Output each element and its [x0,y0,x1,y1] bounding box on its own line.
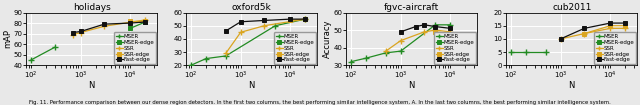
MSER [28,59,35,60]
Legend: MSER, MSER-edge, SSR, SSR-edge, Fast-edge: MSER, MSER-edge, SSR, SSR-edge, Fast-edg… [435,32,476,64]
Legend: MSER, MSER-edge, SSR, SSR-edge, Fast-edge: MSER, MSER-edge, SSR, SSR-edge, Fast-edg… [275,32,316,64]
Line: SSR-edge: SSR-edge [289,17,307,22]
Fast-edge [141,21,149,23]
Line: MSER: MSER [348,22,453,64]
SSR [621,28,629,29]
SSR [69,34,77,35]
Fast-edge [237,21,244,22]
MSER [348,61,355,62]
MSER [271,25,279,26]
MSER [188,65,195,66]
MSER [431,24,439,25]
SSR [77,32,84,33]
Line: Fast-edge: Fast-edge [399,23,452,34]
Line: SSR-edge: SSR-edge [129,19,147,23]
SSR [607,28,614,29]
Fast-edge [557,38,564,39]
Line: MSER: MSER [508,49,548,55]
SSR [420,31,428,32]
SSR [431,30,439,31]
SSR [382,51,390,52]
SSR-edge [287,20,294,21]
SSR-edge [580,33,588,34]
MSER [397,51,404,52]
SSR [557,38,564,39]
SSR-edge [447,33,454,34]
SSR-edge [621,25,629,26]
X-axis label: N: N [408,81,415,90]
Fast-edge [260,20,268,21]
Line: Fast-edge: Fast-edge [559,21,627,41]
Line: SSR-edge: SSR-edge [434,30,452,35]
MSER [362,58,370,59]
Line: Fast-edge: Fast-edge [224,17,307,33]
Fast-edge [607,22,614,24]
SSR [397,40,404,41]
Line: MSER-edge: MSER-edge [129,20,147,30]
Fast-edge [447,28,454,29]
X-axis label: N: N [88,81,95,90]
Fast-edge [69,32,77,33]
Fast-edge [100,24,108,25]
Legend: MSER, MSER-edge, SSR, SSR-edge, Fast-edge: MSER, MSER-edge, SSR, SSR-edge, Fast-edg… [115,32,156,64]
SSR [301,18,309,20]
SSR [100,26,108,27]
Fast-edge [77,31,84,32]
Fast-edge [580,28,588,29]
Line: SSR: SSR [383,27,453,54]
Line: MSER: MSER [28,45,58,63]
MSER [301,18,309,20]
Line: SSR-edge: SSR-edge [582,24,627,35]
MSER [51,47,59,48]
SSR-edge [607,25,614,26]
Legend: MSER, MSER-edge, SSR, SSR-edge, Fast-edge: MSER, MSER-edge, SSR, SSR-edge, Fast-edg… [595,32,636,64]
Title: cub2011: cub2011 [552,3,591,12]
Fast-edge [431,26,439,27]
Title: holidays: holidays [73,3,111,12]
SSR [237,32,244,33]
Line: SSR: SSR [223,16,308,56]
MSER [447,24,454,25]
Fast-edge [420,24,428,25]
MSER-edge [127,28,134,29]
MSER [522,51,530,53]
MSER [222,55,230,57]
Fast-edge [127,22,134,24]
Fast-edge [397,31,404,32]
Line: SSR: SSR [558,26,628,42]
Fast-edge [621,22,629,24]
Y-axis label: Accuracy: Accuracy [323,20,332,58]
Line: Fast-edge: Fast-edge [71,20,147,34]
Fast-edge [412,26,419,27]
SSR [447,31,454,32]
MSER [202,58,210,59]
Y-axis label: mAP: mAP [3,29,12,48]
Line: SSR: SSR [70,17,148,37]
Text: Fig. 11. Performance comparison between our dense region detectors. In the first: Fig. 11. Performance comparison between … [29,100,611,105]
Line: MSER: MSER [188,16,308,68]
Title: fgvc-aircraft: fgvc-aircraft [384,3,440,12]
SSR-edge [127,20,134,22]
Fast-edge [301,18,309,20]
MSER [542,51,550,53]
SSR-edge [301,18,309,20]
Fast-edge [287,18,294,20]
MSER [508,51,515,53]
MSER-edge [141,21,149,23]
SSR [580,33,588,34]
SSR-edge [141,20,149,22]
X-axis label: N: N [248,81,255,90]
Title: oxford5k: oxford5k [232,3,271,12]
SSR [141,19,149,21]
SSR [260,25,268,26]
SSR [222,53,230,54]
SSR-edge [431,31,439,32]
MSER [382,52,390,54]
X-axis label: N: N [568,81,575,90]
Fast-edge [222,30,230,32]
